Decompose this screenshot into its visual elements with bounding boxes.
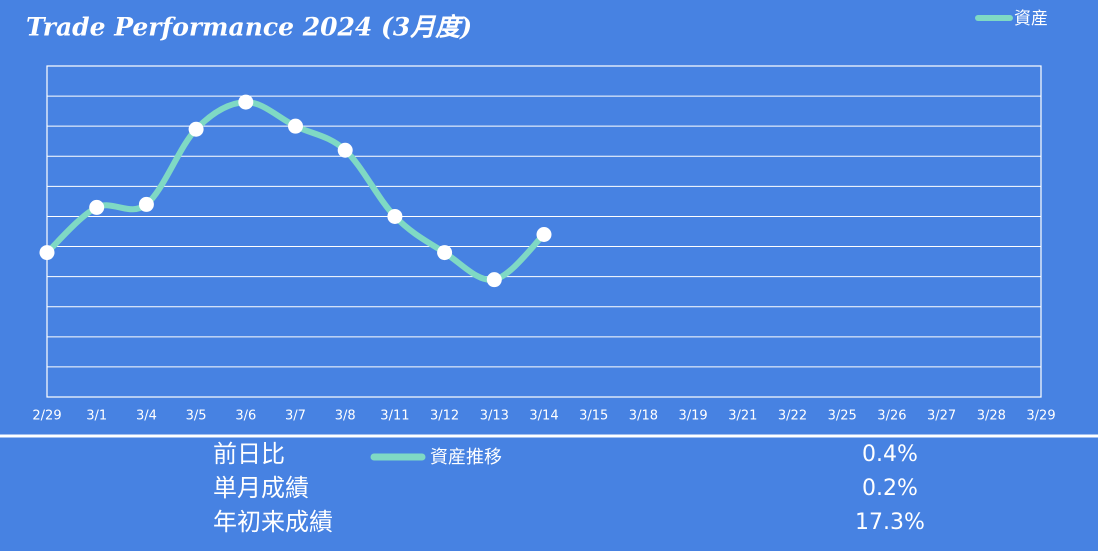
x-tick-label: 3/19	[678, 409, 707, 424]
data-point	[387, 208, 403, 224]
summary-value: 17.3%	[855, 510, 925, 535]
summary-legend: 資産推移	[430, 447, 502, 468]
summary-label: 年初来成績	[213, 508, 333, 536]
data-point	[238, 94, 254, 110]
x-tick-label: 3/5	[186, 409, 207, 424]
summary-value: 0.2%	[862, 476, 918, 501]
summary-value: 0.4%	[862, 442, 918, 467]
x-tick-label: 3/25	[828, 409, 857, 424]
x-tick-label: 3/4	[136, 409, 157, 424]
x-tick-label: 3/7	[285, 409, 306, 424]
chart-title: Trade Performance 2024 (3月度)	[26, 13, 472, 42]
x-tick-label: 3/11	[380, 409, 409, 424]
data-point	[188, 121, 204, 137]
x-tick-label: 3/1	[86, 409, 107, 424]
summary-label: 前日比	[213, 440, 285, 468]
data-point	[288, 118, 303, 134]
x-tick-label: 3/12	[430, 409, 459, 424]
legend-label: 資産	[1014, 9, 1048, 29]
x-tick-label: 3/18	[629, 409, 658, 424]
plot-frame	[46, 65, 1042, 398]
data-point	[39, 245, 55, 261]
x-tick-label: 3/13	[480, 409, 509, 424]
data-point	[536, 227, 552, 243]
data-point	[337, 142, 353, 158]
data-point	[486, 272, 502, 288]
data-point	[437, 245, 453, 261]
x-tick-label: 2/29	[32, 409, 61, 424]
x-tick-label: 3/8	[335, 409, 356, 424]
x-tick-label: 3/15	[579, 409, 608, 424]
data-point	[138, 196, 154, 212]
x-tick-label: 3/6	[235, 409, 256, 424]
x-tick-label: 3/27	[927, 409, 956, 424]
x-tick-label: 3/22	[778, 409, 807, 424]
x-tick-label: 3/29	[1026, 409, 1055, 424]
x-tick-label: 3/28	[977, 409, 1006, 424]
x-tick-label: 3/14	[529, 409, 558, 424]
x-tick-label: 3/26	[877, 409, 906, 424]
data-point	[89, 199, 105, 215]
summary-label: 単月成績	[213, 474, 309, 502]
x-tick-label: 3/21	[728, 409, 757, 424]
